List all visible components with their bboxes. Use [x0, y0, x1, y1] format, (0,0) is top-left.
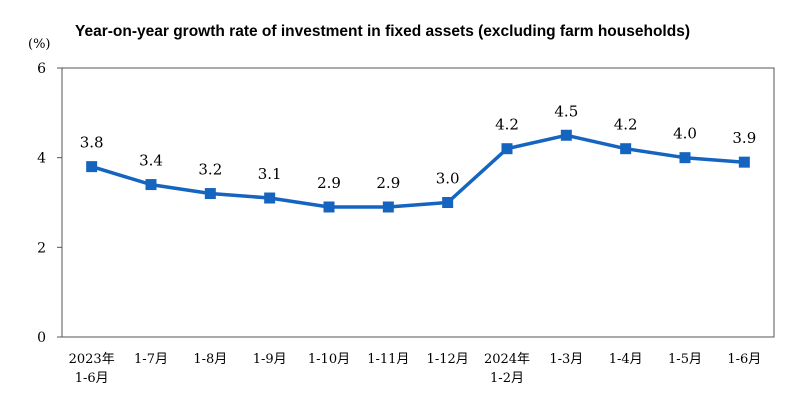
plot-area-frame: [61, 67, 775, 338]
data-point-marker: [323, 201, 335, 213]
y-tick-label: 0: [37, 330, 46, 346]
data-point-marker: [560, 129, 572, 141]
x-tick-label: 2023年: [69, 352, 115, 367]
data-point-marker: [738, 156, 750, 168]
data-label: 4.0: [673, 125, 697, 143]
data-label: 3.8: [80, 134, 104, 152]
y-axis: 0 2 4 6: [37, 61, 62, 346]
data-point-marker: [501, 143, 513, 155]
x-tick-label: 1-5月: [668, 352, 702, 367]
x-tick-label: 1-3月: [549, 352, 583, 367]
chart-title: Year-on-year growth rate of investment i…: [75, 23, 690, 40]
y-tick-label: 2: [37, 240, 46, 256]
data-label: 4.2: [495, 116, 519, 134]
x-tick-label: 1-4月: [609, 352, 643, 367]
x-tick-label: 1-10月: [308, 352, 350, 367]
x-tick-label: 1-6月: [727, 352, 761, 367]
data-label: 2.9: [376, 174, 400, 192]
x-tick-label: 1-12月: [427, 352, 469, 367]
series-line: [91, 133, 745, 209]
data-point-marker: [382, 201, 394, 213]
data-series: 3.8 3.4 3.2 3.1 2.9 2.9 3.0 4.2 4.5 4.2 4.0 3.9: [80, 102, 756, 213]
y-axis-unit-label: (%): [28, 37, 51, 52]
x-tick-label: 2024年: [484, 352, 530, 367]
data-label: 4.5: [554, 102, 578, 120]
x-tick-label: 1-6月: [75, 371, 109, 386]
data-label: 3.9: [732, 129, 756, 147]
data-point-marker: [86, 161, 98, 173]
data-point-marker: [679, 152, 691, 164]
y-tick-label: 6: [37, 61, 46, 77]
x-tick-label: 1-2月: [490, 371, 524, 386]
data-label: 3.1: [258, 165, 282, 183]
data-point-marker: [145, 179, 157, 191]
data-point-marker: [264, 192, 276, 204]
data-label: 3.2: [198, 161, 222, 179]
x-tick-label: 1-9月: [253, 352, 287, 367]
x-tick-label: 1-8月: [193, 352, 227, 367]
data-point-marker: [442, 197, 454, 208]
data-point-marker: [204, 188, 216, 200]
y-tick-label: 4: [37, 151, 46, 167]
data-point-marker: [620, 143, 632, 155]
data-label: 3.4: [139, 152, 163, 170]
x-tick-label: 1-11月: [367, 352, 409, 367]
data-label: 4.2: [614, 116, 638, 134]
data-label: 3.0: [436, 170, 460, 188]
x-axis: 2023年 1-6月 1-7月 1-8月 1-9月 1-10月 1-11月 1-12月 2024…: [69, 352, 762, 386]
x-tick-label: 1-7月: [134, 352, 168, 367]
data-label: 2.9: [317, 174, 341, 192]
